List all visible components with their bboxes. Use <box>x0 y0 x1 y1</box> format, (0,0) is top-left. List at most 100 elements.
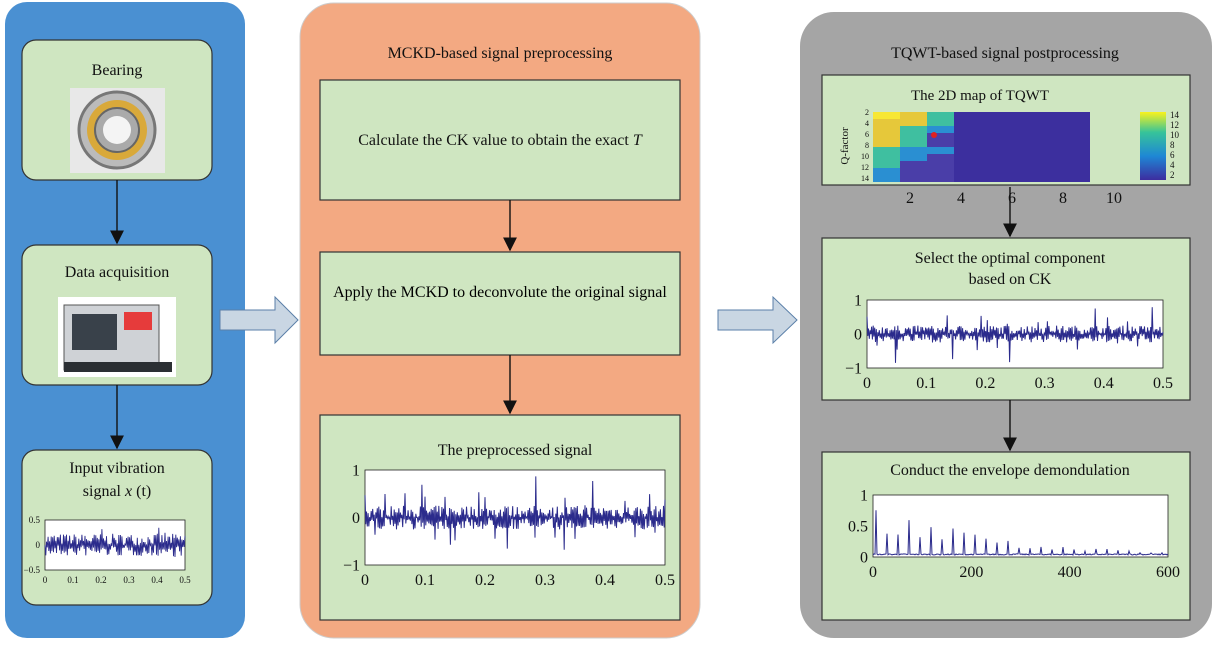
heatmap-cell <box>900 147 927 154</box>
x-tick-label: 10 <box>1106 190 1122 207</box>
heatmap-cell <box>927 112 954 119</box>
box-label: The preprocessed signal <box>438 442 593 459</box>
x-tick-label: 2 <box>906 190 914 207</box>
flow-arrow <box>718 297 797 343</box>
x-tick-label: 0 <box>361 572 369 589</box>
heatmap-cell <box>900 161 927 168</box>
colorbar-tick-label: 10 <box>1170 130 1180 140</box>
y-tick-label: 8 <box>865 141 869 150</box>
y-tick-label: 0.5 <box>29 515 41 525</box>
heatmap-cell <box>873 168 900 175</box>
heatmap-cell <box>927 175 954 182</box>
heatmap-cell <box>900 126 927 133</box>
y-tick-label: 0 <box>36 540 41 550</box>
x-tick-label: 0.5 <box>655 572 675 589</box>
y-tick-label: 0 <box>854 327 862 344</box>
heatmap-cell <box>900 168 927 175</box>
y-tick-label: 1 <box>860 488 868 505</box>
x-tick-label: 0.4 <box>151 575 163 585</box>
y-tick-label: 2 <box>865 108 869 117</box>
x-tick-label: 6 <box>1008 190 1016 207</box>
x-tick-label: 0.3 <box>123 575 135 585</box>
heatmap-cell <box>873 154 900 161</box>
x-tick-label: 0 <box>863 375 871 392</box>
x-tick-label: 0.4 <box>595 572 615 589</box>
heatmap-cell <box>873 140 900 147</box>
box-label: signal x (t) <box>83 483 151 500</box>
box-label-wrap: Apply the MCKD to deconvolute the origin… <box>325 282 675 332</box>
box-label: Apply the MCKD to deconvolute the origin… <box>325 282 675 304</box>
heatmap-cell <box>873 175 900 182</box>
heatmap-cell <box>900 175 927 182</box>
colorbar-tick-label: 14 <box>1170 110 1180 120</box>
heatmap-cell <box>900 133 927 140</box>
heatmap-cell <box>873 126 900 133</box>
x-tick-label: 0 <box>869 564 877 581</box>
heatmap-cell <box>900 154 927 161</box>
y-tick-label: 6 <box>865 130 869 139</box>
colorbar-tick-label: 6 <box>1170 150 1175 160</box>
heatmap-cell <box>900 119 927 126</box>
box-label: Select the optimal component <box>915 250 1106 267</box>
heatmap-cell <box>927 147 954 154</box>
x-tick-label: 0 <box>43 575 48 585</box>
heatmap-cell <box>927 161 954 168</box>
y-tick-label: 10 <box>861 152 869 161</box>
y-tick-label: −1 <box>343 558 360 575</box>
colorbar-tick-label: 4 <box>1170 160 1175 170</box>
x-tick-label: 200 <box>959 564 983 581</box>
heatmap-cell <box>927 154 954 161</box>
box-label: based on CK <box>969 271 1052 288</box>
colorbar-tick-label: 8 <box>1170 140 1175 150</box>
x-tick-label: 0.5 <box>179 575 191 585</box>
bearing-image <box>70 88 165 173</box>
x-tick-label: 0.1 <box>916 375 936 392</box>
y-tick-label: 4 <box>865 119 869 128</box>
x-tick-label: 600 <box>1156 564 1180 581</box>
heatmap-cell <box>927 133 954 140</box>
box-label: The 2D map of TQWT <box>911 88 1049 104</box>
box-label: Calculate the CK value to obtain the exa… <box>358 132 643 149</box>
heatmap-cell <box>900 140 927 147</box>
y-tick-label: −0.5 <box>24 565 41 575</box>
x-tick-label: 0.5 <box>1153 375 1173 392</box>
y-tick-label: −1 <box>845 361 862 378</box>
heatmap-cell <box>927 119 954 126</box>
colorbar <box>1140 112 1166 180</box>
y-tick-label: 1 <box>352 463 360 480</box>
box-label: Input vibration <box>69 460 165 477</box>
heatmap-cell <box>927 126 954 133</box>
machine-image <box>58 297 176 377</box>
x-tick-label: 0.3 <box>1035 375 1055 392</box>
axis-label: Q-factor <box>839 127 851 165</box>
box-label: Bearing <box>92 62 143 79</box>
x-tick-label: 0.3 <box>535 572 555 589</box>
x-tick-label: 400 <box>1058 564 1082 581</box>
diagram: Bearing Data acquisition Input vibration… <box>0 0 1215 642</box>
heatmap-cell <box>873 133 900 140</box>
heatmap-cell <box>927 140 954 147</box>
y-tick-label: 0 <box>860 550 868 567</box>
x-tick-label: 0.1 <box>67 575 78 585</box>
plot-area <box>873 495 1168 557</box>
box-label: Data acquisition <box>65 264 169 281</box>
x-tick-label: 0.1 <box>415 572 435 589</box>
heatmap-cell <box>873 112 900 119</box>
heatmap-cell <box>873 119 900 126</box>
y-tick-label: 0 <box>352 510 360 527</box>
colorbar-tick-label: 12 <box>1170 120 1179 130</box>
x-tick-label: 0.2 <box>975 375 995 392</box>
heatmap-cell <box>873 161 900 168</box>
heatmap-cell <box>900 112 927 119</box>
panel-title: TQWT-based signal postprocessing <box>891 45 1119 62</box>
y-tick-label: 12 <box>861 163 869 172</box>
x-tick-label: 0.2 <box>475 572 495 589</box>
heatmap-cell <box>927 168 954 175</box>
x-tick-label: 4 <box>957 190 965 207</box>
y-tick-label: 1 <box>854 293 862 310</box>
x-tick-label: 0.2 <box>95 575 106 585</box>
panel-title: MCKD-based signal preprocessing <box>388 45 613 62</box>
box-label: Conduct the envelope demondulation <box>890 462 1130 479</box>
heatmap-cell <box>873 147 900 154</box>
y-tick-label: 0.5 <box>848 519 868 536</box>
